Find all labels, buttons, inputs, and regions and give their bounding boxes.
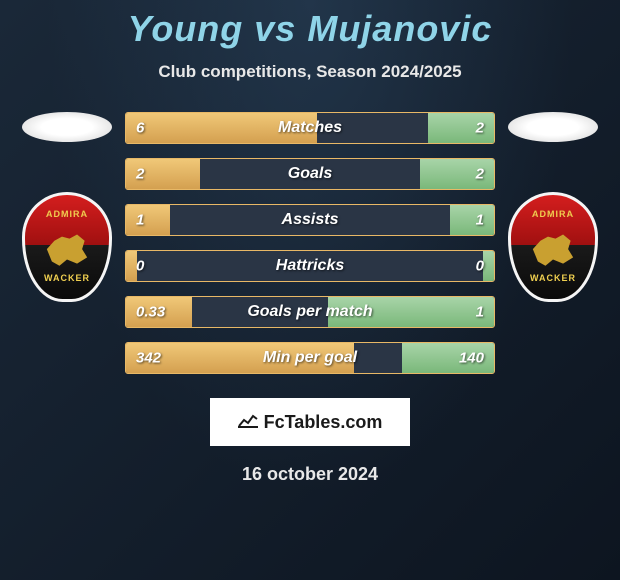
bar-segment-right xyxy=(428,113,494,143)
stat-bar: 1 1 Assists xyxy=(125,204,495,236)
stat-value-right: 0 xyxy=(476,258,484,275)
stat-bar: 6 2 Matches xyxy=(125,112,495,144)
stat-value-left: 2 xyxy=(136,166,144,183)
comparison-title: Young vs Mujanovic xyxy=(0,8,620,50)
subtitle: Club competitions, Season 2024/2025 xyxy=(0,62,620,82)
stat-label: Min per goal xyxy=(263,349,357,367)
badge-bottom-text: WACKER xyxy=(511,273,595,283)
bar-segment-mid xyxy=(354,343,402,373)
left-club-badge: ADMIRA WACKER xyxy=(22,192,112,302)
logo-text: FcTables.com xyxy=(264,412,383,433)
badge-shield-icon: ADMIRA WACKER xyxy=(22,192,112,302)
stat-label: Goals xyxy=(288,165,332,183)
stat-bar: 0.33 1 Goals per match xyxy=(125,296,495,328)
stat-bar: 342 140 Min per goal xyxy=(125,342,495,374)
stat-value-right: 1 xyxy=(476,304,484,321)
stat-label: Hattricks xyxy=(276,257,344,275)
stat-value-left: 0 xyxy=(136,258,144,275)
left-panel: ADMIRA WACKER xyxy=(17,112,117,302)
date-text: 16 october 2024 xyxy=(0,464,620,485)
badge-griffin-icon xyxy=(528,228,578,270)
right-panel: ADMIRA WACKER xyxy=(503,112,603,302)
stat-value-right: 2 xyxy=(476,166,484,183)
stat-label: Assists xyxy=(282,211,339,229)
right-player-ellipse xyxy=(508,112,598,142)
stat-value-left: 0.33 xyxy=(136,304,165,321)
right-club-badge: ADMIRA WACKER xyxy=(508,192,598,302)
stat-value-right: 2 xyxy=(476,120,484,137)
badge-top-text: ADMIRA xyxy=(24,209,109,219)
stat-value-left: 342 xyxy=(136,350,161,367)
left-player-ellipse xyxy=(22,112,112,142)
stat-label: Matches xyxy=(278,119,342,137)
stat-bar: 0 0 Hattricks xyxy=(125,250,495,282)
bar-segment-right xyxy=(450,205,494,235)
badge-griffin-icon xyxy=(42,228,92,270)
stat-label: Goals per match xyxy=(247,303,372,321)
badge-top-text: ADMIRA xyxy=(510,209,595,219)
stat-value-left: 6 xyxy=(136,120,144,137)
bar-segment-left xyxy=(126,205,170,235)
comparison-area: ADMIRA WACKER 6 2 Matches 2 2 Goals 1 1 Assists 0… xyxy=(0,112,620,388)
badge-shield-icon: ADMIRA WACKER xyxy=(508,192,598,302)
chart-icon xyxy=(238,412,258,433)
stat-value-right: 140 xyxy=(459,350,484,367)
badge-bottom-text: WACKER xyxy=(25,273,109,283)
bar-segment-right xyxy=(483,251,494,281)
stat-value-left: 1 xyxy=(136,212,144,229)
stat-value-right: 1 xyxy=(476,212,484,229)
stats-bars: 6 2 Matches 2 2 Goals 1 1 Assists 0 0 Hattricks 0.33… xyxy=(125,112,495,388)
stat-bar: 2 2 Goals xyxy=(125,158,495,190)
fctables-logo: FcTables.com xyxy=(210,398,410,446)
